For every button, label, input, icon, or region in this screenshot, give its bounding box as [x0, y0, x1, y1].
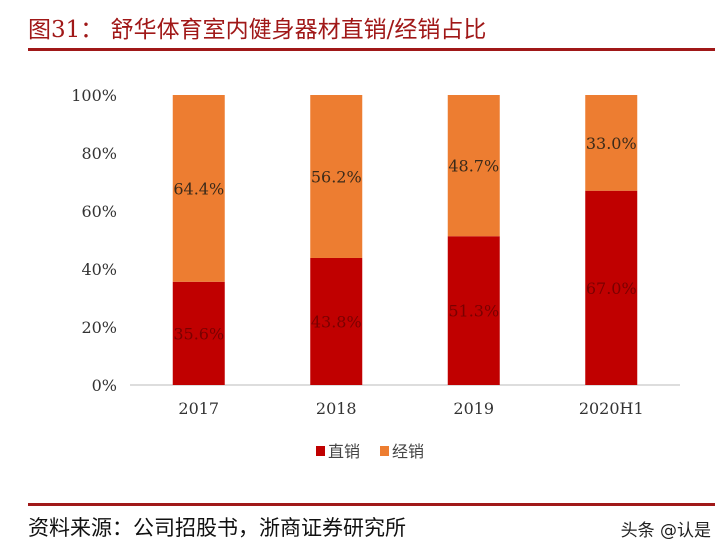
- source-note: 资料来源：公司招股书，浙商证券研究所: [28, 516, 406, 540]
- bar-direct: [310, 257, 363, 385]
- stacked-bar-chart: 0% 20% 40% 60% 80% 100% 35.6% 64.4% 2017 43.8% 56.…: [71, 86, 680, 461]
- data-label: 35.6%: [173, 324, 224, 343]
- bar-direct: [585, 190, 638, 385]
- legend-swatch: [380, 446, 389, 456]
- data-label: 56.2%: [311, 167, 362, 186]
- y-tick-label: 20%: [81, 318, 117, 337]
- chart-title: 图31： 舒华体育室内健身器材直销/经销占比: [28, 17, 487, 43]
- data-label: 67.0%: [586, 279, 637, 298]
- y-tick-label: 100%: [71, 86, 117, 105]
- bar-direct: [172, 281, 225, 385]
- data-label: 43.8%: [311, 312, 362, 331]
- data-label: 48.7%: [448, 157, 499, 176]
- title-divider: [28, 48, 715, 51]
- y-tick-label: 60%: [81, 202, 117, 221]
- x-tick-label: 2020H1: [579, 399, 644, 418]
- bar-distribution: [447, 95, 500, 237]
- bar-distribution: [310, 95, 363, 258]
- bar-distribution: [585, 95, 638, 191]
- footer-divider: [28, 503, 715, 506]
- y-tick-label: 40%: [81, 260, 117, 279]
- y-tick-label: 0%: [92, 376, 117, 395]
- data-label: 33.0%: [586, 134, 637, 153]
- data-label: 64.4%: [173, 179, 224, 198]
- legend-swatch: [316, 446, 325, 456]
- bar-direct: [447, 236, 500, 385]
- x-tick-label: 2019: [453, 399, 494, 418]
- y-tick-label: 80%: [81, 144, 117, 163]
- legend-label: 直销: [328, 442, 360, 461]
- data-label: 51.3%: [448, 302, 499, 321]
- x-tick-label: 2018: [316, 399, 357, 418]
- bar-distribution: [172, 95, 225, 282]
- watermark: 头条 @认是: [620, 521, 711, 541]
- legend-label: 经销: [392, 442, 424, 461]
- x-tick-label: 2017: [178, 399, 219, 418]
